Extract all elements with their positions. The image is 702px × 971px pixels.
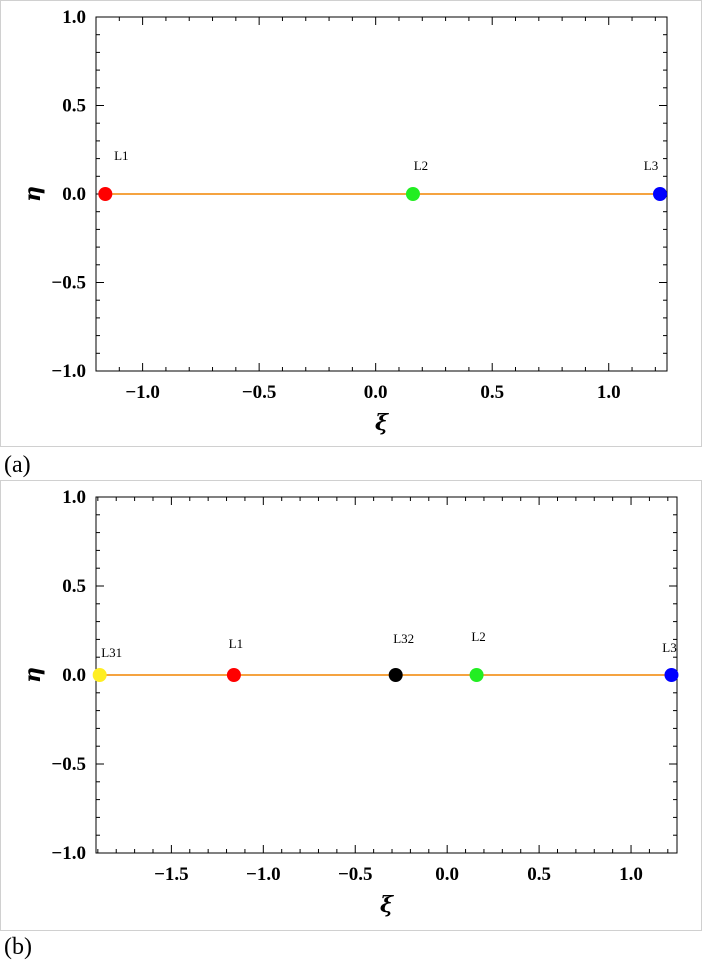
x-tick-label: −1.0 [246,864,281,885]
subplot-label-b: (b) [4,934,32,960]
point-l32 [388,668,403,682]
y-tick-label: 0.5 [62,576,86,597]
point-label-l32: L32 [393,631,414,646]
chart-panel-b: −1.5 −1.0 −0.5 0.0 0.5 1.0 1.0 0.5 0.0 −0.5 −1.0 ξ η… [0,480,702,931]
y-tick-label: 0.0 [62,665,86,686]
y-tick-label: −0.5 [51,273,86,294]
point-label-l2: L2 [414,158,428,173]
point-label-l1: L1 [229,636,243,651]
subplot-label-a: (a) [4,452,31,478]
point-l3 [653,187,668,201]
y-axis-title: η [20,186,46,202]
x-axis-title: ξ [375,410,389,436]
x-tick-label: −1.0 [125,382,160,403]
y-axis-title: η [20,667,46,683]
x-tick-label: −0.5 [242,382,277,403]
x-tick-label: 0.0 [364,382,388,403]
y-tick-label: −1.0 [51,361,86,382]
chart-svg: −1.0 −0.5 0.0 0.5 1.0 1.0 0.5 0.0 −0.5 −1.0 ξ η L1 L2… [20,7,668,436]
x-tick-label: −0.5 [338,864,373,885]
x-tick-label: 0.5 [527,864,551,885]
point-label-l3: L3 [662,640,676,655]
point-l31 [92,668,107,682]
point-l2 [405,187,420,201]
x-tick-label: 1.0 [597,382,621,403]
chart-svg: −1.5 −1.0 −0.5 0.0 0.5 1.0 1.0 0.5 0.0 −0.5 −1.0 ξ η… [20,487,679,918]
point-label-l2: L2 [471,629,485,644]
y-tick-label: −0.5 [51,754,86,775]
x-tick-label: −1.5 [154,864,189,885]
y-tick-label: −1.0 [51,843,86,864]
point-l3 [664,668,679,682]
chart-panel-a: −1.0 −0.5 0.0 0.5 1.0 1.0 0.5 0.0 −0.5 −1.0 ξ η L1 L2… [0,0,702,452]
x-tick-label: 0.5 [480,382,504,403]
y-tick-label: 0.0 [62,184,86,205]
point-label-l31: L31 [101,645,122,660]
point-label-l1: L1 [114,148,128,163]
x-axis-title: ξ [380,892,394,918]
y-tick-label: 1.0 [62,7,86,28]
x-tick-label: 1.0 [619,864,643,885]
x-tick-label: 0.0 [435,864,459,885]
y-tick-label: 1.0 [62,487,86,508]
point-l2 [469,668,484,682]
y-tick-label: 0.5 [62,96,86,117]
point-label-l3: L3 [644,158,658,173]
point-l1 [226,668,241,682]
point-l1 [98,187,113,201]
